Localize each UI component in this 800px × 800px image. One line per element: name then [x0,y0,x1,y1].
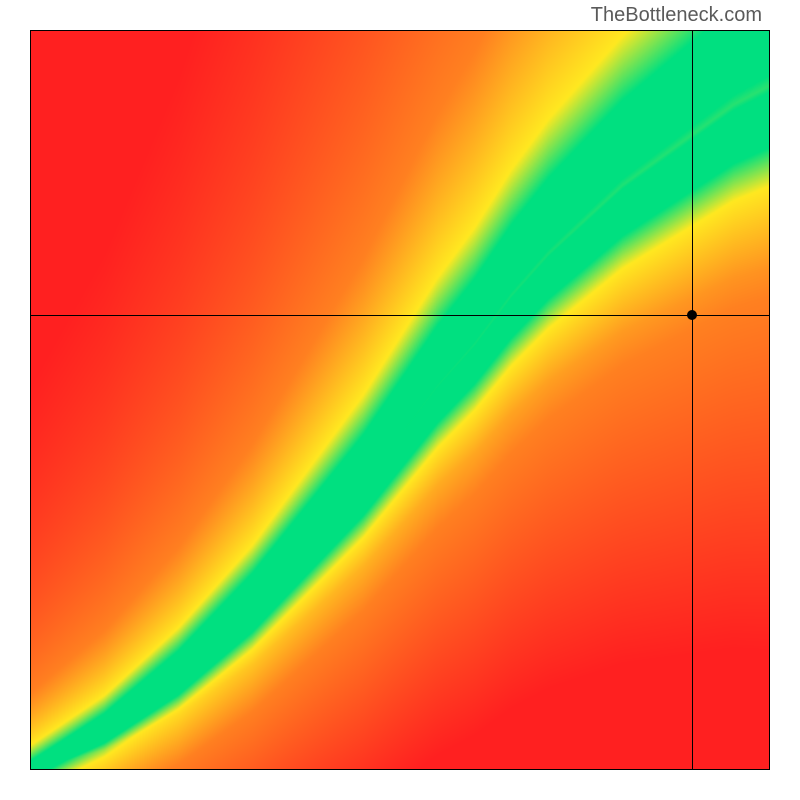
heatmap-canvas [30,30,770,770]
crosshair-vertical [692,30,693,770]
bottleneck-heatmap [30,30,770,770]
crosshair-point [687,310,697,320]
crosshair-horizontal [30,315,770,316]
watermark-text: TheBottleneck.com [591,4,762,27]
